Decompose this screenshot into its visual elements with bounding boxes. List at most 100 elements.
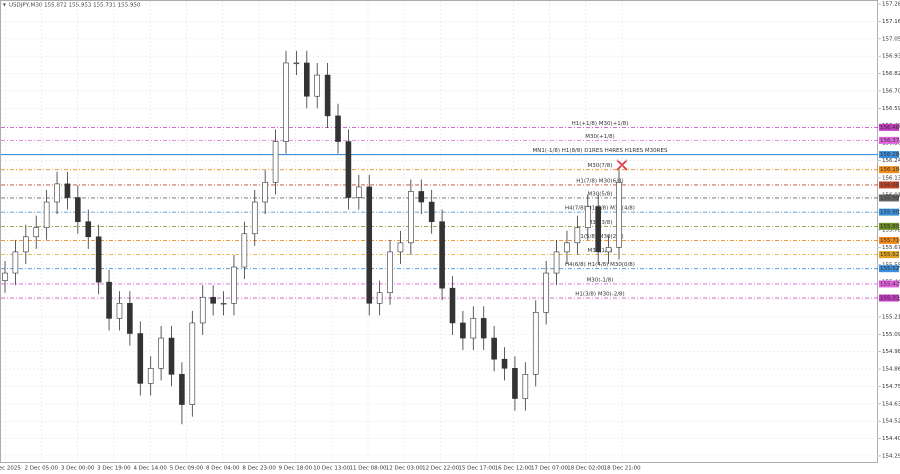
candle-body bbox=[543, 272, 549, 313]
candle-body bbox=[241, 233, 248, 268]
candle-body bbox=[127, 302, 133, 334]
candle-body bbox=[428, 201, 435, 222]
candle-body bbox=[439, 221, 445, 289]
candle-body bbox=[605, 247, 612, 253]
price-tag-label: 155.335 bbox=[880, 296, 900, 302]
chart-title: USDJPY,M30 155.872 155.953 155.731 155.9… bbox=[9, 3, 141, 9]
y-tick-label: 154.750 bbox=[882, 384, 900, 390]
candle-body bbox=[33, 227, 40, 238]
candle-body bbox=[2, 272, 8, 281]
x-tick-label: 5 Dec 09:00 bbox=[170, 466, 204, 472]
candle-body bbox=[470, 318, 477, 339]
x-tick-label: 17 Dec 07:00 bbox=[531, 466, 568, 472]
candle-body bbox=[397, 242, 404, 253]
candle-body bbox=[324, 74, 331, 117]
y-tick-label: 155.095 bbox=[882, 332, 900, 338]
price-tag-label: 156.378 bbox=[880, 138, 900, 144]
price-tag-label: 156.284 bbox=[880, 152, 900, 158]
candle-body bbox=[366, 186, 373, 304]
level-label: H1(7/8) M30(6/8) bbox=[576, 178, 623, 184]
price-tag bbox=[879, 208, 899, 216]
y-tick-label: 156.130 bbox=[882, 175, 900, 181]
x-tick-label: 4 Dec 14:00 bbox=[133, 466, 167, 472]
y-tick-label: 154.290 bbox=[882, 453, 900, 459]
price-tag bbox=[879, 166, 899, 174]
candle-body bbox=[12, 251, 19, 274]
y-tick-label: 155.670 bbox=[882, 245, 900, 251]
candle-body bbox=[95, 236, 102, 283]
y-tick-label: 157.050 bbox=[882, 36, 900, 42]
candle-body bbox=[418, 191, 425, 203]
candle-body bbox=[220, 302, 227, 305]
y-tick-label: 154.520 bbox=[882, 419, 900, 425]
candle-body bbox=[553, 251, 560, 274]
x-tick-label: 11 Dec 08:00 bbox=[350, 466, 387, 472]
candle-body bbox=[23, 236, 29, 253]
candle-body bbox=[85, 221, 92, 238]
level-label: M30(-1/8) bbox=[587, 277, 614, 283]
y-tick-label: 154.865 bbox=[882, 367, 900, 373]
price-tag bbox=[879, 251, 899, 259]
price-tag bbox=[879, 222, 899, 230]
plot-frame bbox=[0, 0, 878, 463]
candle-body bbox=[189, 322, 196, 405]
candle-body bbox=[303, 62, 310, 97]
candle-body bbox=[491, 337, 497, 360]
candle-body bbox=[564, 242, 570, 253]
candle-body bbox=[158, 337, 164, 369]
y-tick-label: 154.980 bbox=[882, 349, 900, 355]
candle-body bbox=[335, 115, 341, 142]
x-tick-label: 16 Dec 12:00 bbox=[495, 466, 532, 472]
price-tag bbox=[879, 123, 899, 131]
y-tick-label: 156.590 bbox=[882, 106, 900, 112]
candle-body bbox=[54, 183, 60, 203]
candle-body bbox=[43, 201, 50, 229]
candle-body bbox=[210, 296, 216, 304]
price-tag bbox=[879, 194, 899, 202]
candle-body bbox=[574, 227, 581, 244]
x-tick-label: 12 Dec 22:00 bbox=[422, 466, 459, 472]
price-tag-label: 155.529 bbox=[880, 266, 900, 272]
price-tag bbox=[879, 151, 899, 159]
price-tag-label: 156.464 bbox=[880, 125, 900, 131]
price-tag-label: 155.809 bbox=[880, 224, 900, 230]
y-tick-label: 157.165 bbox=[882, 19, 900, 25]
level-label: MN1(-1/8) H1(8/8) D1RES H4RES H1RES M30R… bbox=[533, 148, 668, 154]
candle-body bbox=[449, 287, 456, 324]
y-tick-label: 156.705 bbox=[882, 88, 900, 94]
y-tick-label: 157.280 bbox=[882, 2, 900, 8]
candle-body bbox=[272, 141, 279, 183]
candle-body bbox=[387, 251, 393, 294]
x-tick-label: 15 Dec 17:00 bbox=[458, 466, 495, 472]
candle-body bbox=[147, 367, 154, 384]
candle-body bbox=[480, 318, 487, 339]
price-tag bbox=[879, 265, 899, 273]
candle-body bbox=[251, 201, 258, 235]
candle-body bbox=[293, 62, 300, 65]
price-tag-label: 155.622 bbox=[880, 252, 900, 258]
y-tick-label: 156.245 bbox=[882, 158, 900, 164]
x-tick-label: 3 Dec 00:00 bbox=[61, 466, 95, 472]
candle-body bbox=[512, 367, 518, 399]
y-tick-label: 154.635 bbox=[882, 401, 900, 407]
candle-body bbox=[584, 206, 591, 229]
candle-body bbox=[64, 183, 71, 198]
x-tick-label: 9 Dec 18:00 bbox=[279, 466, 313, 472]
x-tick-label: 3 Dec 19:00 bbox=[97, 466, 131, 472]
price-tag-label: 155.903 bbox=[880, 210, 900, 216]
candle-body bbox=[532, 312, 539, 375]
x-tick-label: 18 Dec 21:00 bbox=[604, 466, 641, 472]
price-tag bbox=[879, 280, 899, 288]
candle-body bbox=[283, 62, 289, 142]
x-tick-label: 12 Dec 03:00 bbox=[386, 466, 423, 472]
price-tag bbox=[879, 236, 899, 244]
candle-body bbox=[116, 302, 123, 319]
candle-body bbox=[595, 206, 601, 253]
candle-body bbox=[137, 333, 144, 384]
candle-body bbox=[501, 358, 508, 369]
candle-body bbox=[106, 281, 112, 319]
candle-body bbox=[179, 374, 185, 405]
candle-body bbox=[168, 337, 175, 375]
candle-body bbox=[345, 141, 352, 198]
